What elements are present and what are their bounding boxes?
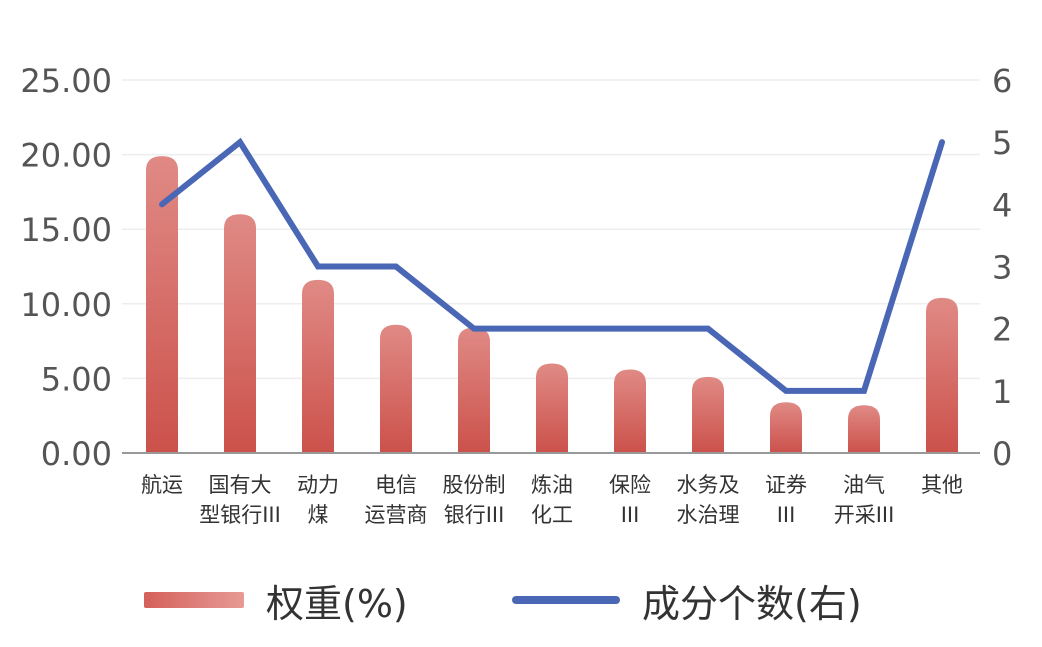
gridlines [122,79,980,380]
category-label: 水务及 [677,473,740,497]
line-series [159,137,945,394]
line-point[interactable] [551,328,553,330]
bar-series [146,156,958,454]
legend-item-line[interactable]: 成分个数(右) [512,568,862,632]
category-label: 保险 [609,473,651,497]
legend-bar-swatch [144,592,244,608]
legend-item-bar[interactable]: 权重(%) [144,568,408,632]
left-tick-label: 10.00 [20,286,112,324]
category-label: III [777,503,796,527]
left-tick-label: 0.00 [41,435,112,473]
category-label: 开采III [834,503,895,527]
category-label: 电信 [375,473,417,497]
bar[interactable] [302,279,334,453]
right-tick-label: 3 [992,249,1012,287]
bar[interactable] [536,363,568,453]
left-y-axis: 0.00 5.00 10.00 15.00 20.00 25.00 [20,62,112,473]
legend-bar-label: 权重(%) [266,581,408,626]
left-tick-label: 20.00 [20,137,112,175]
bar[interactable] [692,376,724,453]
line-point[interactable] [941,141,943,143]
line-point[interactable] [707,328,709,330]
right-tick-label: 2 [992,311,1012,349]
bar[interactable] [770,402,802,453]
category-label: 煤 [308,503,329,527]
line-point[interactable] [395,266,397,267]
bar[interactable] [848,405,880,453]
category-label: 银行III [444,503,505,527]
right-tick-label: 1 [992,373,1012,411]
category-label: 证券 [765,473,807,497]
category-label: 股份制 [443,473,506,497]
category-label: 型银行III [199,503,281,527]
bar[interactable] [146,156,178,454]
category-label: 炼油 [531,473,573,497]
bar[interactable] [614,369,646,453]
bar[interactable] [224,214,256,453]
category-label: 其他 [921,473,963,497]
line-point[interactable] [629,328,631,330]
line-point[interactable] [863,390,865,392]
line-path[interactable] [159,137,945,394]
line-point[interactable] [239,141,241,143]
left-tick-label: 25.00 [20,62,112,100]
right-tick-label: 6 [992,62,1012,100]
category-label: 国有大 [209,473,272,497]
right-tick-label: 5 [992,124,1012,162]
right-tick-label: 4 [992,186,1012,224]
category-label: 化工 [531,503,573,527]
legend: 权重(%) 成分个数(右) [0,568,1042,632]
category-label: 航运 [141,473,183,497]
category-label: 油气 [843,473,885,497]
category-label: III [621,503,640,527]
legend-line-label: 成分个数(右) [642,581,862,626]
line-point[interactable] [473,328,475,330]
line-point[interactable] [317,266,319,267]
right-y-axis: 0 1 2 3 4 5 6 [992,62,1012,473]
legend-line-swatch [512,596,620,604]
left-tick-label: 5.00 [41,360,112,398]
right-tick-label: 0 [992,435,1012,473]
left-tick-label: 15.00 [20,211,112,249]
combo-chart: 0.00 5.00 10.00 15.00 20.00 25.00 0 1 2 3 4 5 6 航运 国… [20,62,1012,527]
bar[interactable] [380,324,412,453]
bar[interactable] [458,327,490,453]
category-label: 运营商 [365,503,428,527]
category-label: 动力 [297,473,339,497]
line-point[interactable] [161,203,163,205]
bar[interactable] [926,297,958,453]
line-point[interactable] [785,390,787,392]
category-label: 水治理 [677,503,740,527]
